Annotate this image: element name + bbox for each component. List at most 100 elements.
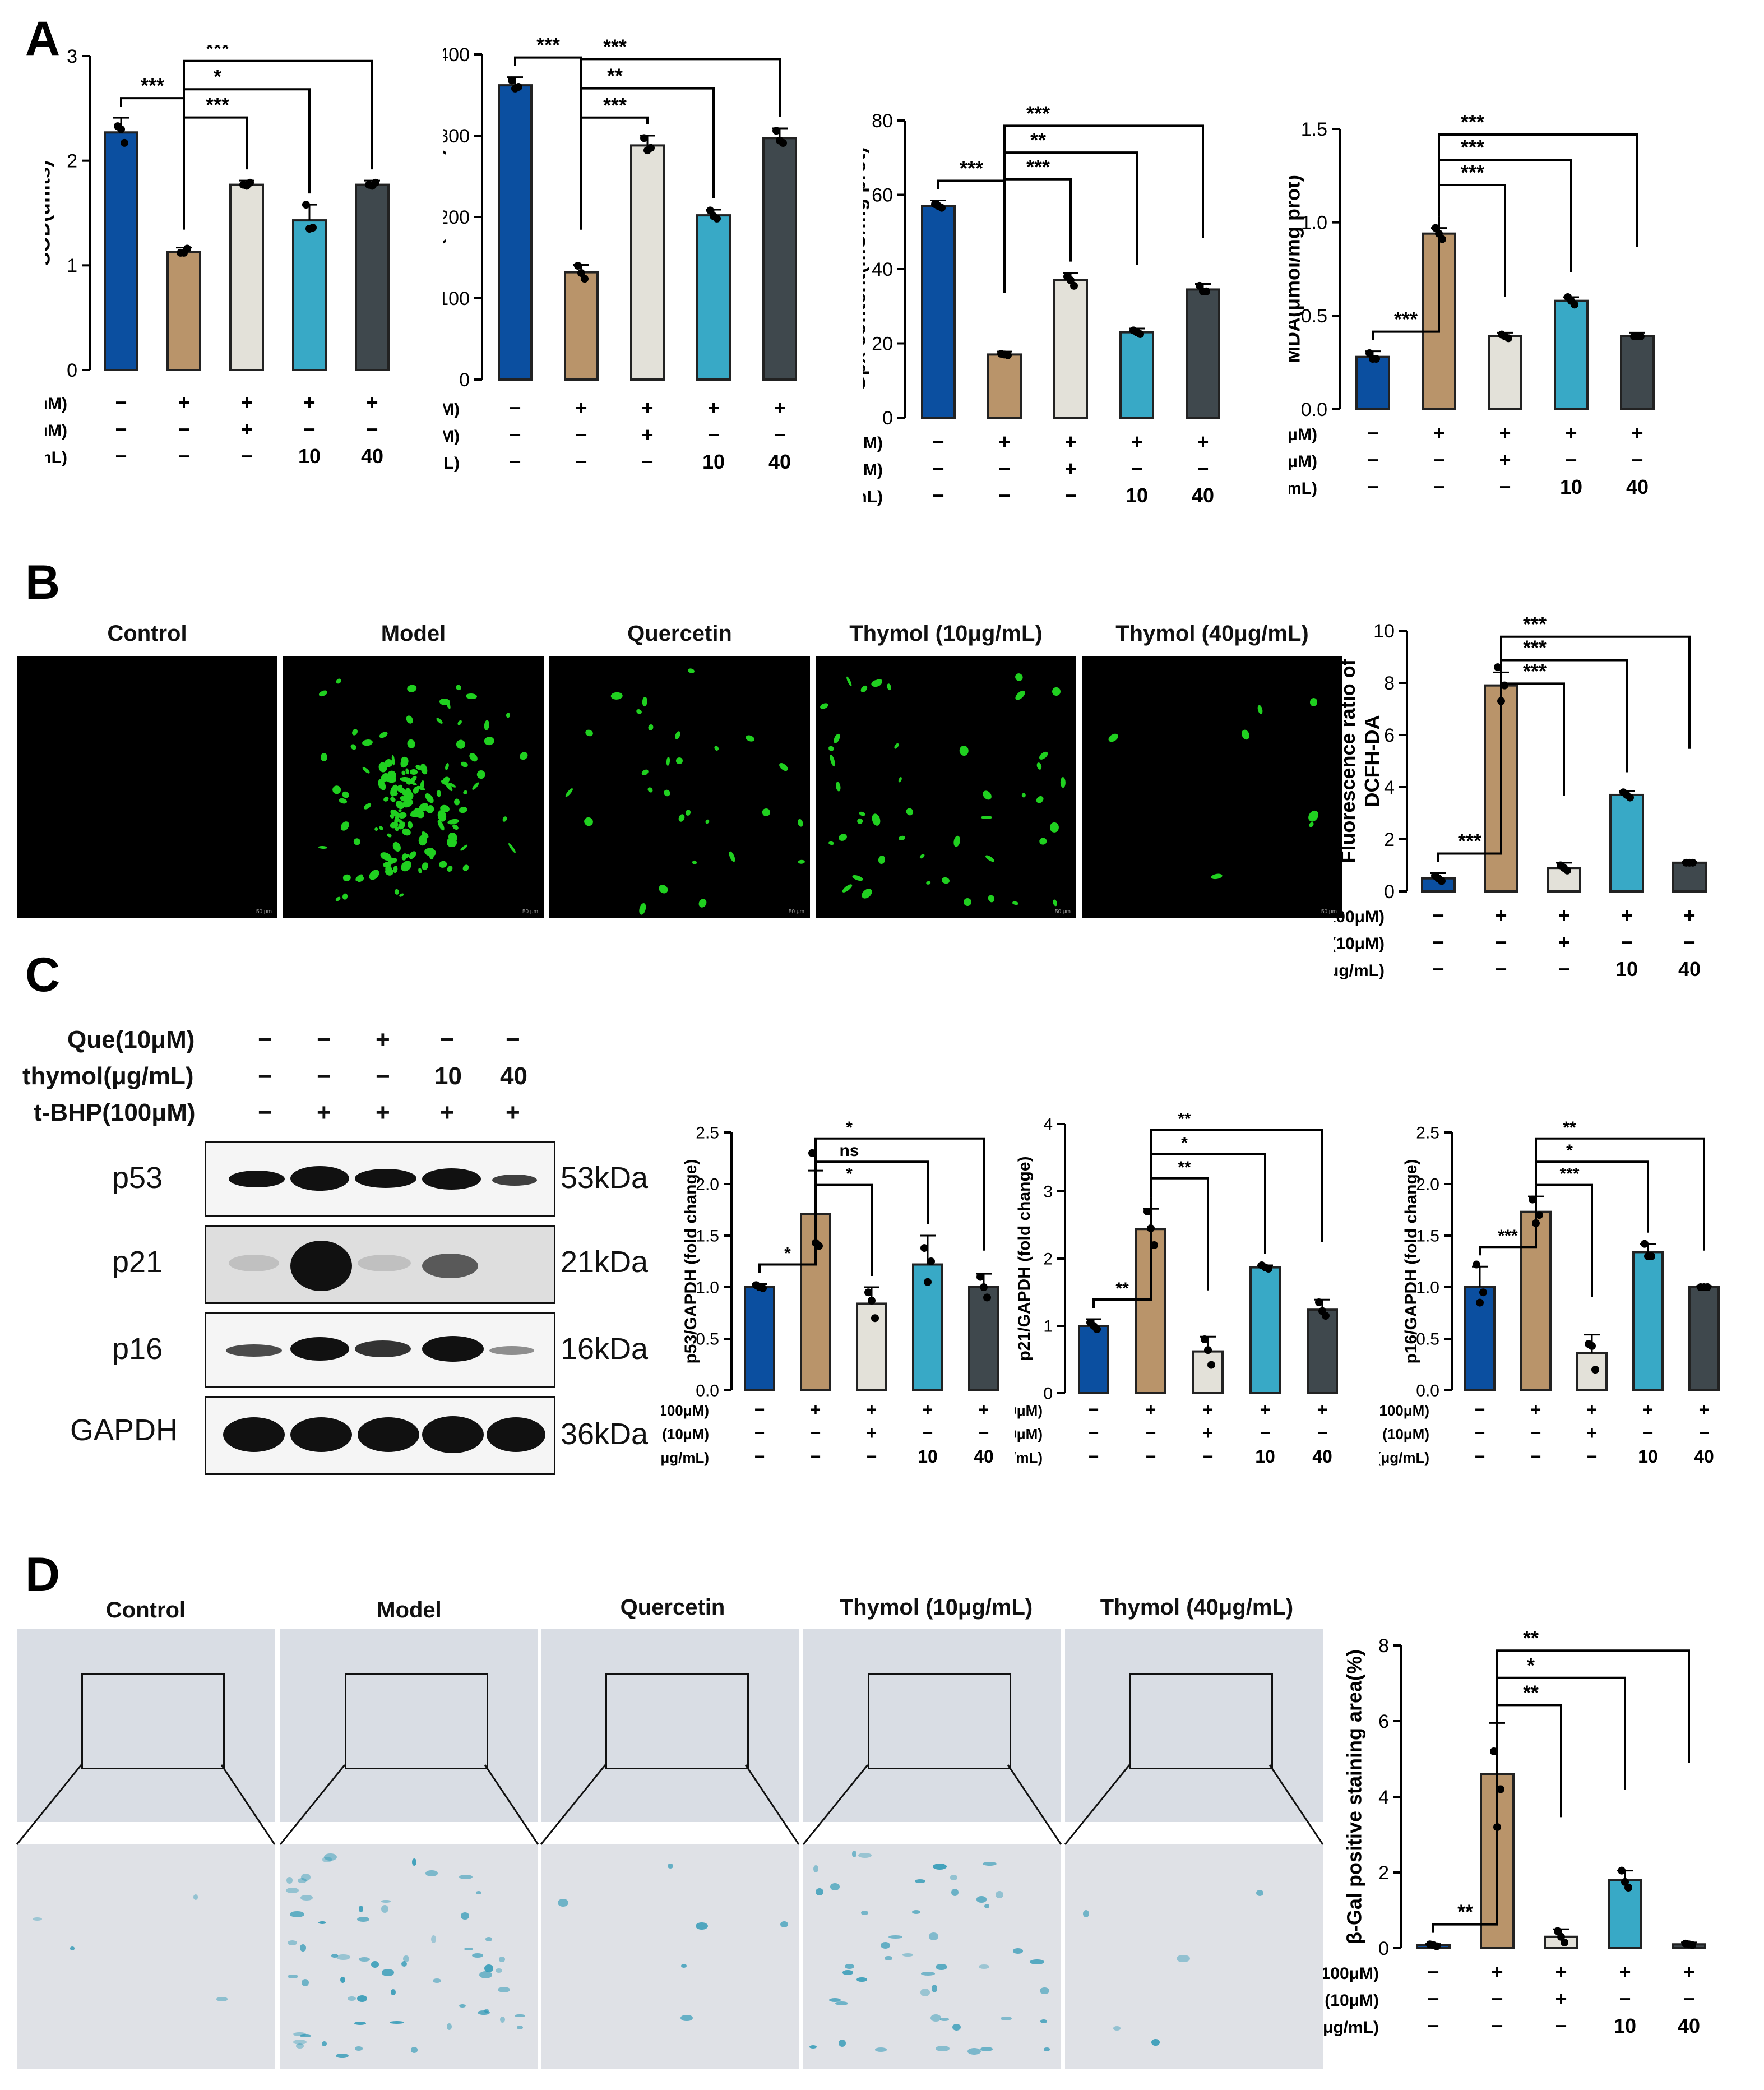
treatment-value: − (1197, 457, 1209, 480)
data-point (1686, 858, 1693, 867)
treatment-value: + (1619, 1960, 1631, 1983)
treatment-value: − (932, 457, 944, 480)
treatment-value: − (1317, 1423, 1328, 1443)
fluorescent-cell (367, 868, 381, 882)
fluorescent-cell (898, 835, 906, 841)
data-point (1150, 1241, 1158, 1249)
y-tick-label: 0.0 (696, 1382, 719, 1400)
wb-treat-value: − (440, 1026, 455, 1053)
y-tick-label: 0.5 (1416, 1330, 1439, 1349)
blue-stained-cell (1044, 2047, 1050, 2051)
y-tick-label: 1 (67, 255, 77, 276)
y-tick-label: 6 (1384, 725, 1395, 746)
fluorescent-cell (462, 789, 469, 796)
zoom-line (1007, 1764, 1062, 1845)
dcfh-image-control: 50 μm (17, 656, 277, 918)
blue-stained-cell (695, 1922, 709, 1930)
treatment-value: − (1495, 958, 1507, 981)
blue-stained-cell (321, 2041, 327, 2047)
band (422, 1336, 484, 1362)
blue-stained-cell (335, 2054, 349, 2059)
bar-model (987, 353, 1022, 419)
significance-label: *** (1523, 636, 1547, 659)
wb-treat-value: − (317, 1026, 331, 1053)
data-point (1204, 1346, 1212, 1354)
blue-stained-cell (476, 1891, 481, 1895)
significance-label: *** (1559, 1165, 1579, 1183)
blue-stained-cell (1113, 2026, 1121, 2031)
blue-stained-cell (389, 2021, 404, 2024)
treatment-value: 10 (918, 1446, 938, 1467)
treatment-value: + (1146, 1399, 1156, 1419)
fluorescent-cell (467, 751, 480, 764)
fluorescent-cell (1106, 732, 1120, 743)
fluorescent-cell (1038, 838, 1048, 845)
blue-stained-cell (885, 1955, 892, 1961)
treatment-value: + (1555, 1987, 1567, 2010)
treatment-value: + (1587, 1399, 1598, 1419)
treatment-value: + (1131, 430, 1142, 453)
wb-name-gapdh: GAPDH (70, 1413, 178, 1447)
fluorescent-cell (389, 796, 397, 803)
blue-stained-cell (1082, 1909, 1090, 1918)
data-point (640, 134, 648, 142)
data-point (1621, 1878, 1629, 1886)
treatment-value: + (1683, 1960, 1694, 1983)
fluorescent-cell (959, 745, 969, 756)
data-point (1700, 1283, 1708, 1291)
wb-name-p53: p53 (112, 1161, 163, 1195)
fluorescent-cell (1309, 697, 1318, 707)
fluorescent-cell (582, 816, 595, 828)
fluorescent-cell (713, 745, 719, 751)
fluorescent-cell (1307, 808, 1321, 824)
band (229, 1171, 285, 1187)
significance-label: ** (1030, 128, 1046, 151)
fluorescent-cell (1050, 822, 1059, 833)
fluorescent-cell (691, 859, 697, 865)
treatment-value: − (1619, 1987, 1631, 2010)
treatment-value: + (1499, 448, 1511, 471)
band (290, 1241, 352, 1291)
wb-treat-value: + (440, 1099, 455, 1126)
fluorescent-cell (361, 739, 373, 747)
band (358, 1417, 419, 1452)
significance-bracket (1003, 124, 1204, 238)
fluorescent-cell (382, 796, 390, 803)
blue-stained-cell (978, 1964, 989, 1969)
fluorescent-cell (406, 738, 416, 750)
significance-label: ** (1178, 1158, 1191, 1177)
fluorescent-cell (405, 714, 415, 725)
bar-control (1078, 1325, 1109, 1394)
band (223, 1417, 285, 1452)
treatment-value: + (1197, 430, 1209, 453)
significance-label: *** (960, 156, 983, 179)
treatment-value: + (641, 396, 653, 419)
treatment-value: − (1683, 931, 1695, 954)
zoom-region-box (1129, 1673, 1273, 1769)
bgal-image-model (280, 1629, 538, 1822)
significance-label: *** (141, 74, 164, 97)
treatment-row-label: t-BHP (100μM) (1379, 1402, 1429, 1419)
band (355, 1340, 411, 1357)
blue-stained-cell (828, 1997, 841, 2003)
data-point (1588, 1342, 1596, 1350)
bgal-image-thymol40 (1065, 1629, 1323, 1822)
significance-bracket (1003, 178, 1072, 292)
blue-stained-cell (912, 1909, 920, 1914)
treatment-row-label: thymol (μg/mL) (1323, 2018, 1379, 2037)
treatment-value: − (932, 484, 944, 507)
group-title-control-d: Control (105, 1598, 186, 1622)
fluorescent-cell (835, 781, 841, 792)
significance-label: ** (607, 64, 623, 87)
treatment-value: + (1683, 904, 1695, 927)
fluorescent-cell (436, 790, 442, 797)
significance-label: *** (1026, 101, 1050, 124)
fluorescent-cell (952, 835, 961, 848)
treatment-value: − (811, 1446, 821, 1467)
treatment-row-label: t-BHP (100μM) (1015, 1402, 1043, 1419)
group-title-thymol10: Thymol (10μg/mL) (849, 621, 1043, 646)
y-tick-label: 0.0 (1416, 1382, 1439, 1400)
blue-stained-cell (356, 1916, 370, 1922)
fluorescent-cell (331, 784, 342, 796)
